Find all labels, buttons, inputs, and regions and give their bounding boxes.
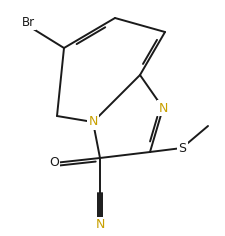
Text: S: S: [178, 142, 186, 155]
Text: O: O: [49, 156, 59, 169]
Text: N: N: [88, 115, 98, 128]
Text: N: N: [95, 219, 105, 232]
Text: Br: Br: [22, 16, 35, 29]
Text: N: N: [158, 101, 168, 114]
